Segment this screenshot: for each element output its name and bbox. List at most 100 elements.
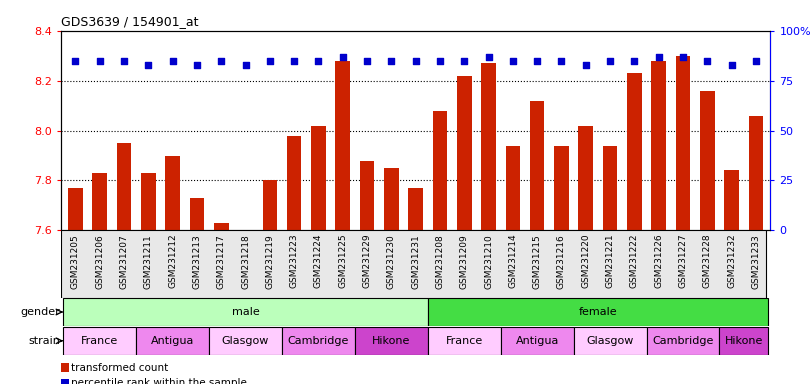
- Point: [676, 54, 689, 60]
- Text: GSM231224: GSM231224: [314, 234, 323, 288]
- Text: Hikone: Hikone: [372, 336, 410, 346]
- Point: [457, 58, 470, 64]
- Point: [579, 61, 592, 68]
- Bar: [719, 327, 768, 355]
- Text: transformed count: transformed count: [71, 362, 169, 373]
- Point: [749, 58, 762, 64]
- Bar: [676, 56, 690, 230]
- Point: [506, 58, 519, 64]
- Bar: [646, 327, 719, 355]
- Bar: [141, 173, 156, 230]
- Point: [482, 54, 495, 60]
- Text: Glasgow: Glasgow: [222, 336, 269, 346]
- Text: Cambridge: Cambridge: [288, 336, 349, 346]
- Point: [312, 58, 325, 64]
- Text: GSM231210: GSM231210: [484, 234, 493, 288]
- Bar: [530, 101, 544, 230]
- Text: France: France: [81, 336, 118, 346]
- Text: GSM231221: GSM231221: [606, 234, 615, 288]
- Point: [215, 58, 228, 64]
- Bar: [457, 76, 471, 230]
- Text: percentile rank within the sample: percentile rank within the sample: [71, 378, 247, 384]
- Text: Cambridge: Cambridge: [652, 336, 714, 346]
- Point: [409, 58, 422, 64]
- Text: GSM231223: GSM231223: [290, 234, 298, 288]
- Bar: [749, 116, 763, 230]
- Bar: [311, 126, 326, 230]
- Text: gender: gender: [20, 307, 60, 317]
- Text: GSM231222: GSM231222: [630, 234, 639, 288]
- Text: GSM231206: GSM231206: [95, 234, 104, 288]
- Text: Antigua: Antigua: [516, 336, 559, 346]
- Point: [433, 58, 446, 64]
- Bar: [724, 170, 739, 230]
- Bar: [427, 327, 500, 355]
- Text: GDS3639 / 154901_at: GDS3639 / 154901_at: [61, 15, 199, 28]
- Text: GSM231233: GSM231233: [751, 234, 761, 288]
- Text: GSM231226: GSM231226: [654, 234, 663, 288]
- Bar: [63, 298, 427, 326]
- Bar: [700, 91, 714, 230]
- Text: France: France: [445, 336, 483, 346]
- Bar: [287, 136, 302, 230]
- Bar: [263, 180, 277, 230]
- Point: [652, 54, 665, 60]
- Text: GSM231219: GSM231219: [265, 234, 274, 288]
- Text: GSM231231: GSM231231: [411, 234, 420, 288]
- Point: [264, 58, 277, 64]
- Text: GSM231216: GSM231216: [557, 234, 566, 288]
- Bar: [481, 63, 496, 230]
- Point: [361, 58, 374, 64]
- Text: GSM231212: GSM231212: [168, 234, 177, 288]
- Bar: [627, 73, 642, 230]
- Text: GSM231208: GSM231208: [436, 234, 444, 288]
- Bar: [500, 327, 573, 355]
- Text: GSM231228: GSM231228: [703, 234, 712, 288]
- Point: [142, 61, 155, 68]
- Bar: [190, 198, 204, 230]
- Text: GSM231218: GSM231218: [241, 234, 250, 288]
- Bar: [409, 188, 423, 230]
- Text: GSM231209: GSM231209: [460, 234, 469, 288]
- Text: GSM231225: GSM231225: [338, 234, 347, 288]
- Text: GSM231217: GSM231217: [217, 234, 225, 288]
- Bar: [92, 173, 107, 230]
- Text: Hikone: Hikone: [724, 336, 763, 346]
- Text: GSM231220: GSM231220: [581, 234, 590, 288]
- Text: GSM231205: GSM231205: [71, 234, 80, 288]
- Bar: [432, 111, 447, 230]
- Bar: [136, 327, 209, 355]
- Point: [603, 58, 616, 64]
- Bar: [214, 223, 229, 230]
- Text: GSM231211: GSM231211: [144, 234, 152, 288]
- Point: [69, 58, 82, 64]
- Bar: [63, 327, 136, 355]
- Point: [118, 58, 131, 64]
- Bar: [336, 61, 350, 230]
- Point: [239, 61, 252, 68]
- Bar: [360, 161, 375, 230]
- Point: [530, 58, 543, 64]
- Point: [725, 61, 738, 68]
- Text: Antigua: Antigua: [151, 336, 195, 346]
- Text: Glasgow: Glasgow: [586, 336, 633, 346]
- Point: [166, 58, 179, 64]
- Text: GSM231214: GSM231214: [508, 234, 517, 288]
- Text: GSM231230: GSM231230: [387, 234, 396, 288]
- Point: [701, 58, 714, 64]
- Bar: [384, 168, 399, 230]
- Bar: [61, 363, 69, 372]
- Text: GSM231215: GSM231215: [533, 234, 542, 288]
- Bar: [573, 327, 646, 355]
- Text: GSM231232: GSM231232: [727, 234, 736, 288]
- Point: [385, 58, 398, 64]
- Text: GSM231207: GSM231207: [119, 234, 128, 288]
- Bar: [427, 298, 768, 326]
- Text: strain: strain: [28, 336, 60, 346]
- Point: [555, 58, 568, 64]
- Bar: [282, 327, 355, 355]
- Text: GSM231229: GSM231229: [363, 234, 371, 288]
- Text: GSM231227: GSM231227: [679, 234, 688, 288]
- Point: [191, 61, 204, 68]
- Text: GSM231213: GSM231213: [192, 234, 201, 288]
